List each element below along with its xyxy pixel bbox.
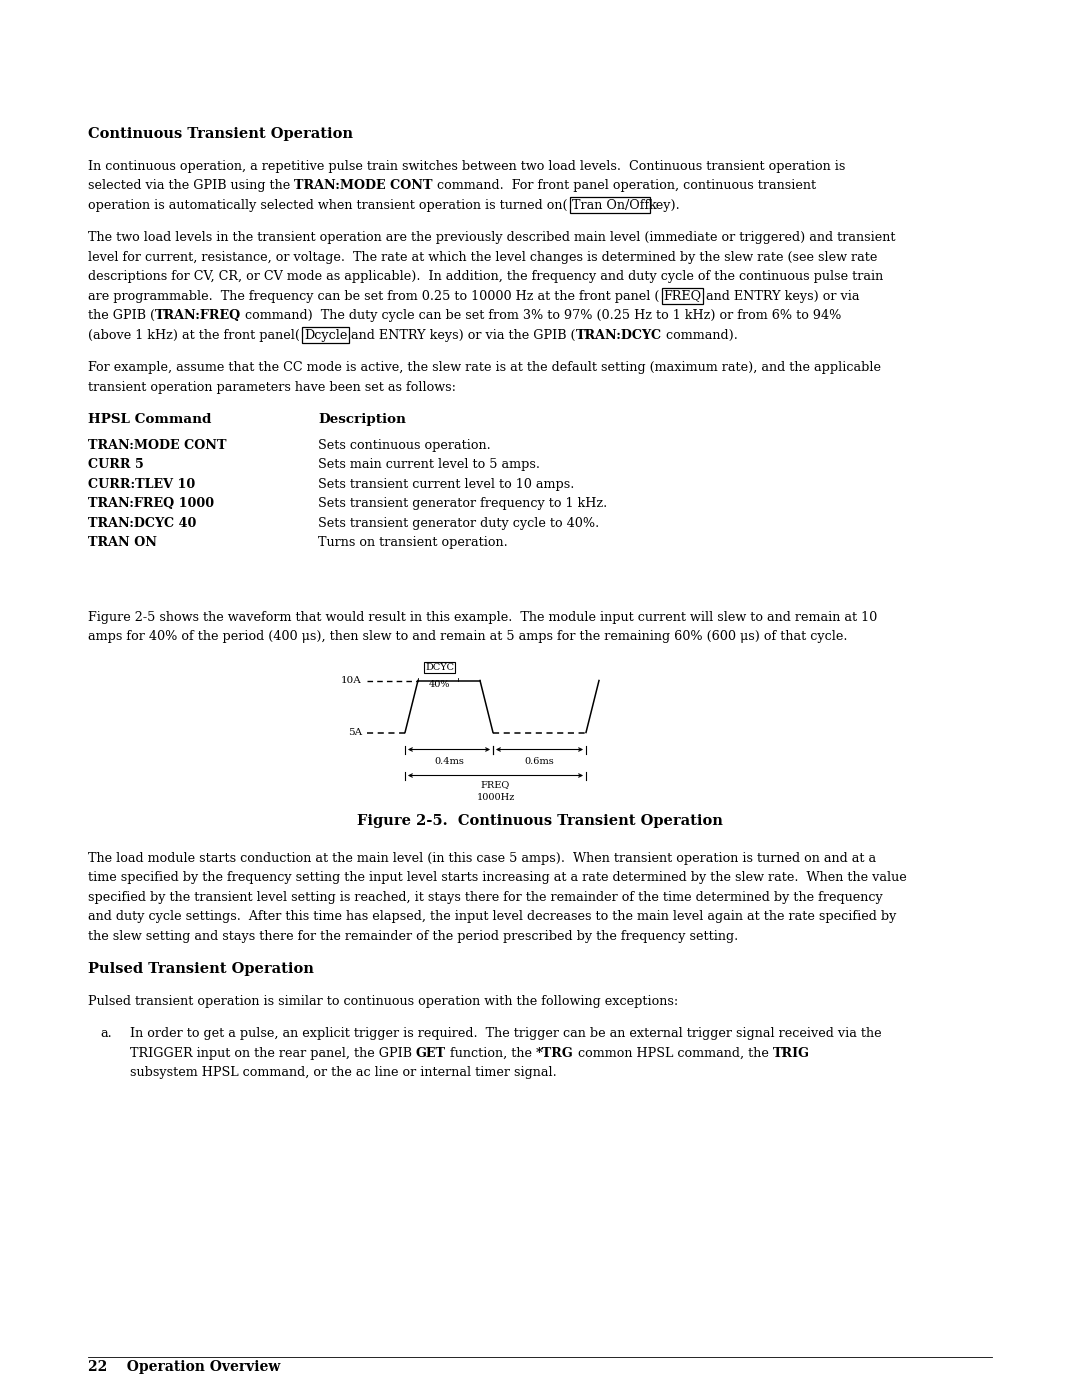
Text: Dcycle: Dcycle <box>303 328 348 341</box>
Text: level for current, resistance, or voltage.  The rate at which the level changes : level for current, resistance, or voltag… <box>87 250 877 264</box>
Text: function, the: function, the <box>446 1046 536 1059</box>
Text: GET: GET <box>416 1046 446 1059</box>
Text: TRIG: TRIG <box>772 1046 810 1059</box>
Text: (above 1 kHz) at the front panel(: (above 1 kHz) at the front panel( <box>87 328 303 341</box>
Text: and ENTRY keys) or via: and ENTRY keys) or via <box>702 289 859 303</box>
Text: 40%: 40% <box>429 680 450 689</box>
Text: key).: key). <box>649 198 680 211</box>
Text: 0.6ms: 0.6ms <box>525 757 554 766</box>
Text: TRAN:FREQ: TRAN:FREQ <box>156 309 241 321</box>
Text: 5A: 5A <box>348 728 362 738</box>
Text: time specified by the frequency setting the input level starts increasing at a r: time specified by the frequency setting … <box>87 870 907 884</box>
Text: descriptions for CV, CR, or CV mode as applicable).  In addition, the frequency : descriptions for CV, CR, or CV mode as a… <box>87 270 883 284</box>
Text: In order to get a pulse, an explicit trigger is required.  The trigger can be an: In order to get a pulse, an explicit tri… <box>130 1027 881 1039</box>
Text: Pulsed transient operation is similar to continuous operation with the following: Pulsed transient operation is similar to… <box>87 995 678 1007</box>
Text: the slew setting and stays there for the remainder of the period prescribed by t: the slew setting and stays there for the… <box>87 929 739 943</box>
Text: Continuous Transient Operation: Continuous Transient Operation <box>87 127 353 141</box>
Text: selected via the GPIB using the: selected via the GPIB using the <box>87 179 294 191</box>
Text: amps for 40% of the period (400 μs), then slew to and remain at 5 amps for the r: amps for 40% of the period (400 μs), the… <box>87 630 848 643</box>
Text: Pulsed Transient Operation: Pulsed Transient Operation <box>87 963 314 977</box>
Text: TRIGGER input on the rear panel, the GPIB: TRIGGER input on the rear panel, the GPI… <box>130 1046 416 1059</box>
Text: and ENTRY keys) or via the GPIB (: and ENTRY keys) or via the GPIB ( <box>348 328 576 341</box>
Text: specified by the transient level setting is reached, it stays there for the rema: specified by the transient level setting… <box>87 890 882 904</box>
Text: 0.4ms: 0.4ms <box>434 757 464 766</box>
Text: The load module starts conduction at the main level (in this case 5 amps).  When: The load module starts conduction at the… <box>87 852 876 865</box>
Text: The two load levels in the transient operation are the previously described main: The two load levels in the transient ope… <box>87 231 895 244</box>
Text: TRAN:DCYC 40: TRAN:DCYC 40 <box>87 517 197 529</box>
Text: TRAN ON: TRAN ON <box>87 536 157 549</box>
Text: are programmable.  The frequency can be set from 0.25 to 10000 Hz at the front p: are programmable. The frequency can be s… <box>87 289 663 303</box>
Text: TRAN:FREQ 1000: TRAN:FREQ 1000 <box>87 497 214 510</box>
Text: and duty cycle settings.  After this time has elapsed, the input level decreases: and duty cycle settings. After this time… <box>87 909 896 923</box>
Text: 22    Operation Overview: 22 Operation Overview <box>87 1361 281 1375</box>
Text: command)  The duty cycle can be set from 3% to 97% (0.25 Hz to 1 kHz) or from 6%: command) The duty cycle can be set from … <box>241 309 841 321</box>
Text: the GPIB (: the GPIB ( <box>87 309 156 321</box>
Text: command).: command). <box>662 328 738 341</box>
Text: TRAN:DCYC: TRAN:DCYC <box>576 328 662 341</box>
Text: command.  For front panel operation, continuous transient: command. For front panel operation, cont… <box>433 179 815 191</box>
Text: TRAN:MODE CONT: TRAN:MODE CONT <box>294 179 433 191</box>
Text: a.: a. <box>100 1027 111 1039</box>
Text: FREQ: FREQ <box>481 781 510 789</box>
Text: 1000Hz: 1000Hz <box>476 792 515 802</box>
Text: TRAN:MODE CONT: TRAN:MODE CONT <box>87 439 227 451</box>
Text: HPSL Command: HPSL Command <box>87 414 212 426</box>
Text: Sets transient generator duty cycle to 40%.: Sets transient generator duty cycle to 4… <box>318 517 599 529</box>
Text: Figure 2-5 shows the waveform that would result in this example.  The module inp: Figure 2-5 shows the waveform that would… <box>87 610 877 623</box>
Text: In continuous operation, a repetitive pulse train switches between two load leve: In continuous operation, a repetitive pu… <box>87 159 846 172</box>
Text: Sets transient current level to 10 amps.: Sets transient current level to 10 amps. <box>318 478 575 490</box>
Text: Sets transient generator frequency to 1 kHz.: Sets transient generator frequency to 1 … <box>318 497 607 510</box>
Text: For example, assume that the CC mode is active, the slew rate is at the default : For example, assume that the CC mode is … <box>87 360 881 374</box>
Text: *TRG: *TRG <box>536 1046 573 1059</box>
Text: 10A: 10A <box>341 676 362 685</box>
Text: FREQ: FREQ <box>663 289 702 303</box>
Text: Sets continuous operation.: Sets continuous operation. <box>318 439 490 451</box>
Text: Figure 2-5.  Continuous Transient Operation: Figure 2-5. Continuous Transient Operati… <box>357 813 723 827</box>
Text: DCYC: DCYC <box>426 664 455 672</box>
Text: CURR 5: CURR 5 <box>87 458 144 471</box>
Text: transient operation parameters have been set as follows:: transient operation parameters have been… <box>87 380 456 394</box>
Text: Description: Description <box>318 414 406 426</box>
Text: operation is automatically selected when transient operation is turned on(: operation is automatically selected when… <box>87 198 571 211</box>
Text: Turns on transient operation.: Turns on transient operation. <box>318 536 508 549</box>
Text: Sets main current level to 5 amps.: Sets main current level to 5 amps. <box>318 458 540 471</box>
Text: CURR:TLEV 10: CURR:TLEV 10 <box>87 478 195 490</box>
Text: subsystem HPSL command, or the ac line or internal timer signal.: subsystem HPSL command, or the ac line o… <box>130 1066 557 1078</box>
Text: common HPSL command, the: common HPSL command, the <box>573 1046 772 1059</box>
Text: Tran On/Off: Tran On/Off <box>571 198 649 211</box>
